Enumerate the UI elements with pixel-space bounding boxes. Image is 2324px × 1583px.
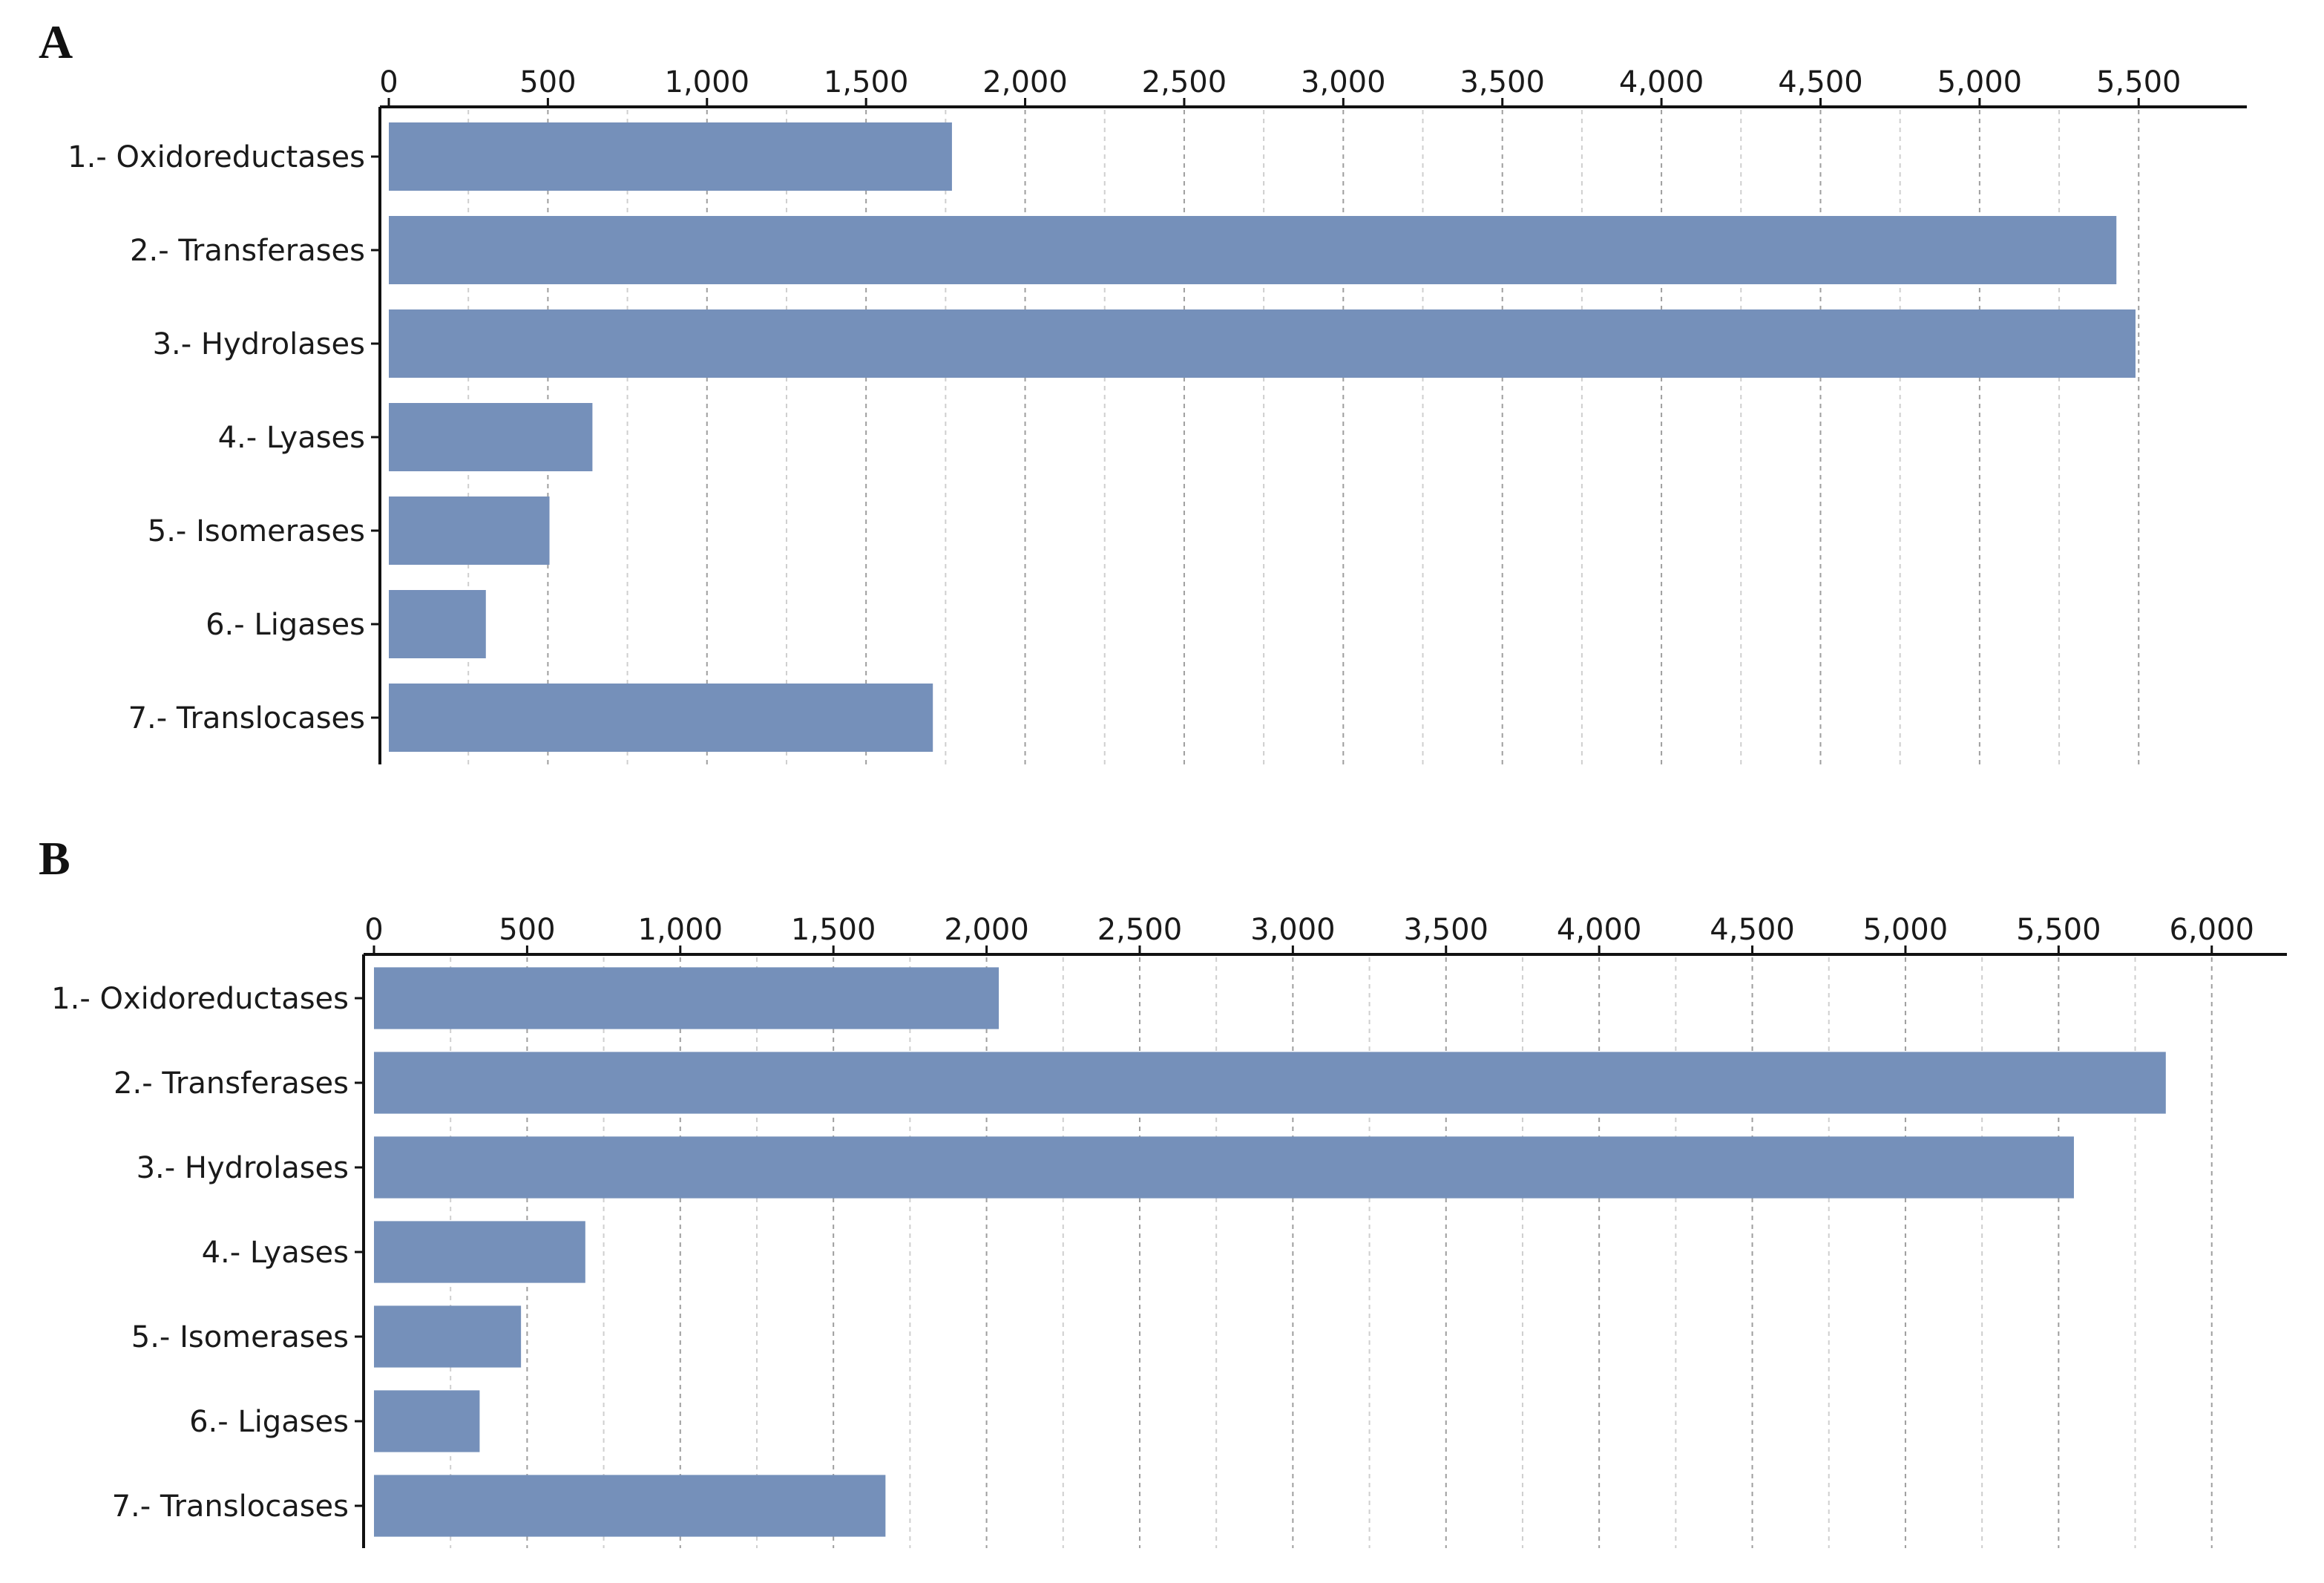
x-tick-label: 4,500 (1710, 913, 1795, 947)
x-tick-label: 6,000 (2169, 913, 2254, 947)
x-tick-label: 500 (519, 65, 576, 99)
panel-letter-b: B (39, 832, 70, 885)
x-tick-label: 5,500 (2016, 913, 2101, 947)
x-tick-label: 2,500 (1142, 65, 1227, 99)
x-tick-label: 2,000 (982, 65, 1068, 99)
x-tick-label: 3,000 (1301, 65, 1386, 99)
bar (374, 1475, 886, 1537)
bar (389, 403, 593, 471)
panel-letter-a: A (39, 16, 73, 68)
category-label: 5.- Isomerases (131, 1320, 349, 1354)
x-tick-label: 3,500 (1460, 65, 1545, 99)
category-label: 1.- Oxidoreductases (68, 140, 365, 174)
x-tick-label: 4,500 (1778, 65, 1863, 99)
x-tick-label: 4,000 (1557, 913, 1642, 947)
x-tick-label: 5,000 (1937, 65, 2023, 99)
bar (374, 1305, 522, 1368)
category-label: 7.- Translocases (128, 701, 365, 735)
x-tick-label: 1,500 (824, 65, 909, 99)
bar (389, 684, 933, 752)
bar (389, 122, 952, 191)
bar (374, 1221, 585, 1283)
x-tick-label: 1,000 (665, 65, 750, 99)
x-tick-label: 0 (379, 65, 398, 99)
x-tick-label: 500 (499, 913, 555, 947)
category-label: 3.- Hydrolases (153, 327, 365, 361)
bar (374, 1390, 480, 1452)
category-label: 4.- Lyases (218, 421, 365, 455)
bar (389, 496, 550, 565)
x-tick-label: 1,000 (638, 913, 723, 947)
category-label: 2.- Transferases (130, 234, 365, 268)
bar (389, 216, 2117, 284)
bar (389, 309, 2136, 378)
panel-a: A 0 500 1,000 1,500 2,000 2,500 3,000 3,500 4,00… (0, 0, 2324, 787)
category-label: 5.- Isomerases (148, 514, 365, 548)
bar (389, 590, 486, 658)
x-tick-label: 0 (364, 913, 383, 947)
x-tick-label: 4,000 (1619, 65, 1704, 99)
bar (374, 1136, 2074, 1199)
category-label: 1.- Oxidoreductases (51, 982, 349, 1016)
x-tick-label: 5,000 (1863, 913, 1949, 947)
x-tick-label: 3,500 (1403, 913, 1488, 947)
chart-b: 0 500 1,000 1,500 2,000 2,500 3,000 3,500 4,000 4… (51, 913, 2287, 1548)
x-tick-label: 1,500 (791, 913, 876, 947)
bar (374, 967, 999, 1029)
x-tick-label: 2,500 (1097, 913, 1183, 947)
category-label: 7.- Translocases (112, 1489, 349, 1524)
panel-b: B 0 500 1,000 1,500 2,000 2,500 3,000 3,500 4,00… (0, 787, 2324, 1583)
chart-a: 0 500 1,000 1,500 2,000 2,500 3,000 3,500 4,000 4… (68, 65, 2247, 764)
category-label: 2.- Transferases (114, 1066, 349, 1101)
category-label: 4.- Lyases (202, 1236, 349, 1270)
x-tick-label: 2,000 (944, 913, 1029, 947)
category-label: 6.- Ligases (206, 608, 365, 642)
x-tick-label: 3,000 (1250, 913, 1336, 947)
category-label: 6.- Ligases (189, 1405, 349, 1439)
category-label: 3.- Hydrolases (137, 1151, 349, 1185)
bar (374, 1052, 2166, 1114)
x-tick-label: 5,500 (2096, 65, 2182, 99)
